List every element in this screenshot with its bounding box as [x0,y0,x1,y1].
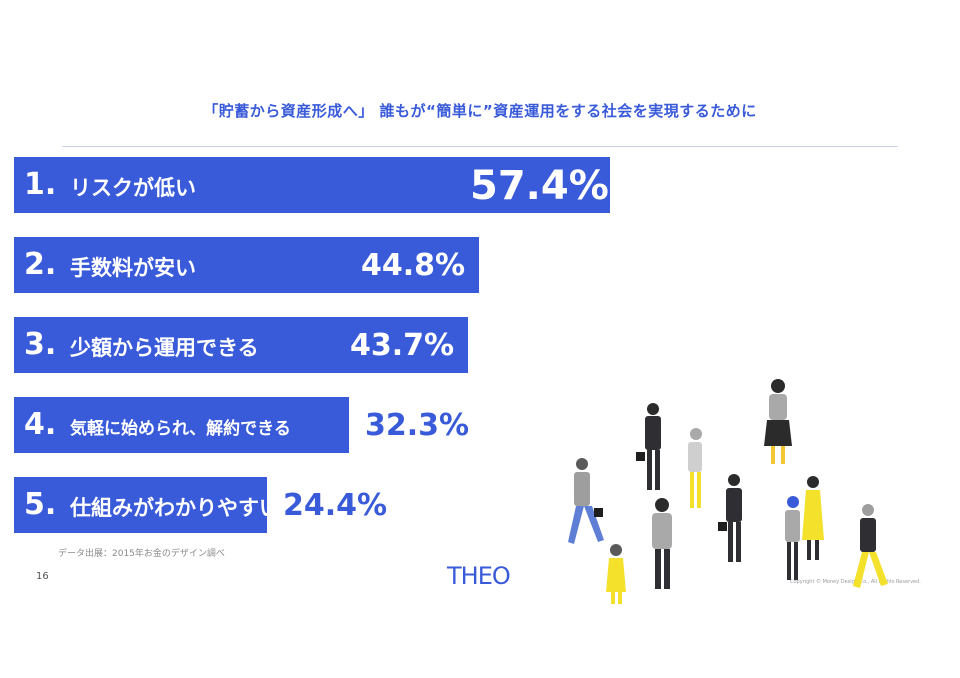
category-label: リスクが低い [70,176,196,200]
chart-bar: 3. 少額から運用できる [14,317,468,373]
person-illustration [764,379,792,464]
title-divider [62,146,898,147]
rank-number: 1. [24,167,57,202]
page-title: 「貯蓄から資産形成へ」 誰もが“簡単に”資産運用をする社会を実現するために [203,102,757,120]
category-label: 手数料が安い [70,256,196,280]
page-number: 16 [36,571,49,582]
category-label: 少額から運用できる [70,336,259,360]
value-label: 43.7% [350,328,455,363]
value-label: 24.4% [283,488,388,523]
rank-number: 4. [24,407,57,442]
rank-number: 5. [24,487,57,522]
people-illustration [568,379,888,604]
data-source-note: データ出展：2015年お金のデザイン調べ [58,549,225,559]
rank-number: 3. [24,327,57,362]
theo-logo: THEO [447,562,511,590]
chart-bar: 1. リスクが低い [14,157,610,213]
category-label: 仕組みがわかりやすい [70,496,280,520]
chart-bar: 5. 仕組みがわかりやすい [14,477,280,533]
chart-bar: 2. 手数料が安い [14,237,479,293]
value-label: 57.4% [470,163,609,209]
category-label: 気軽に始められ、解約できる [70,419,291,439]
rank-number: 2. [24,247,57,282]
value-label: 44.8% [361,248,466,283]
value-label: 32.3% [365,408,470,443]
chart-bar: 4. 気軽に始められ、解約できる [14,397,349,453]
